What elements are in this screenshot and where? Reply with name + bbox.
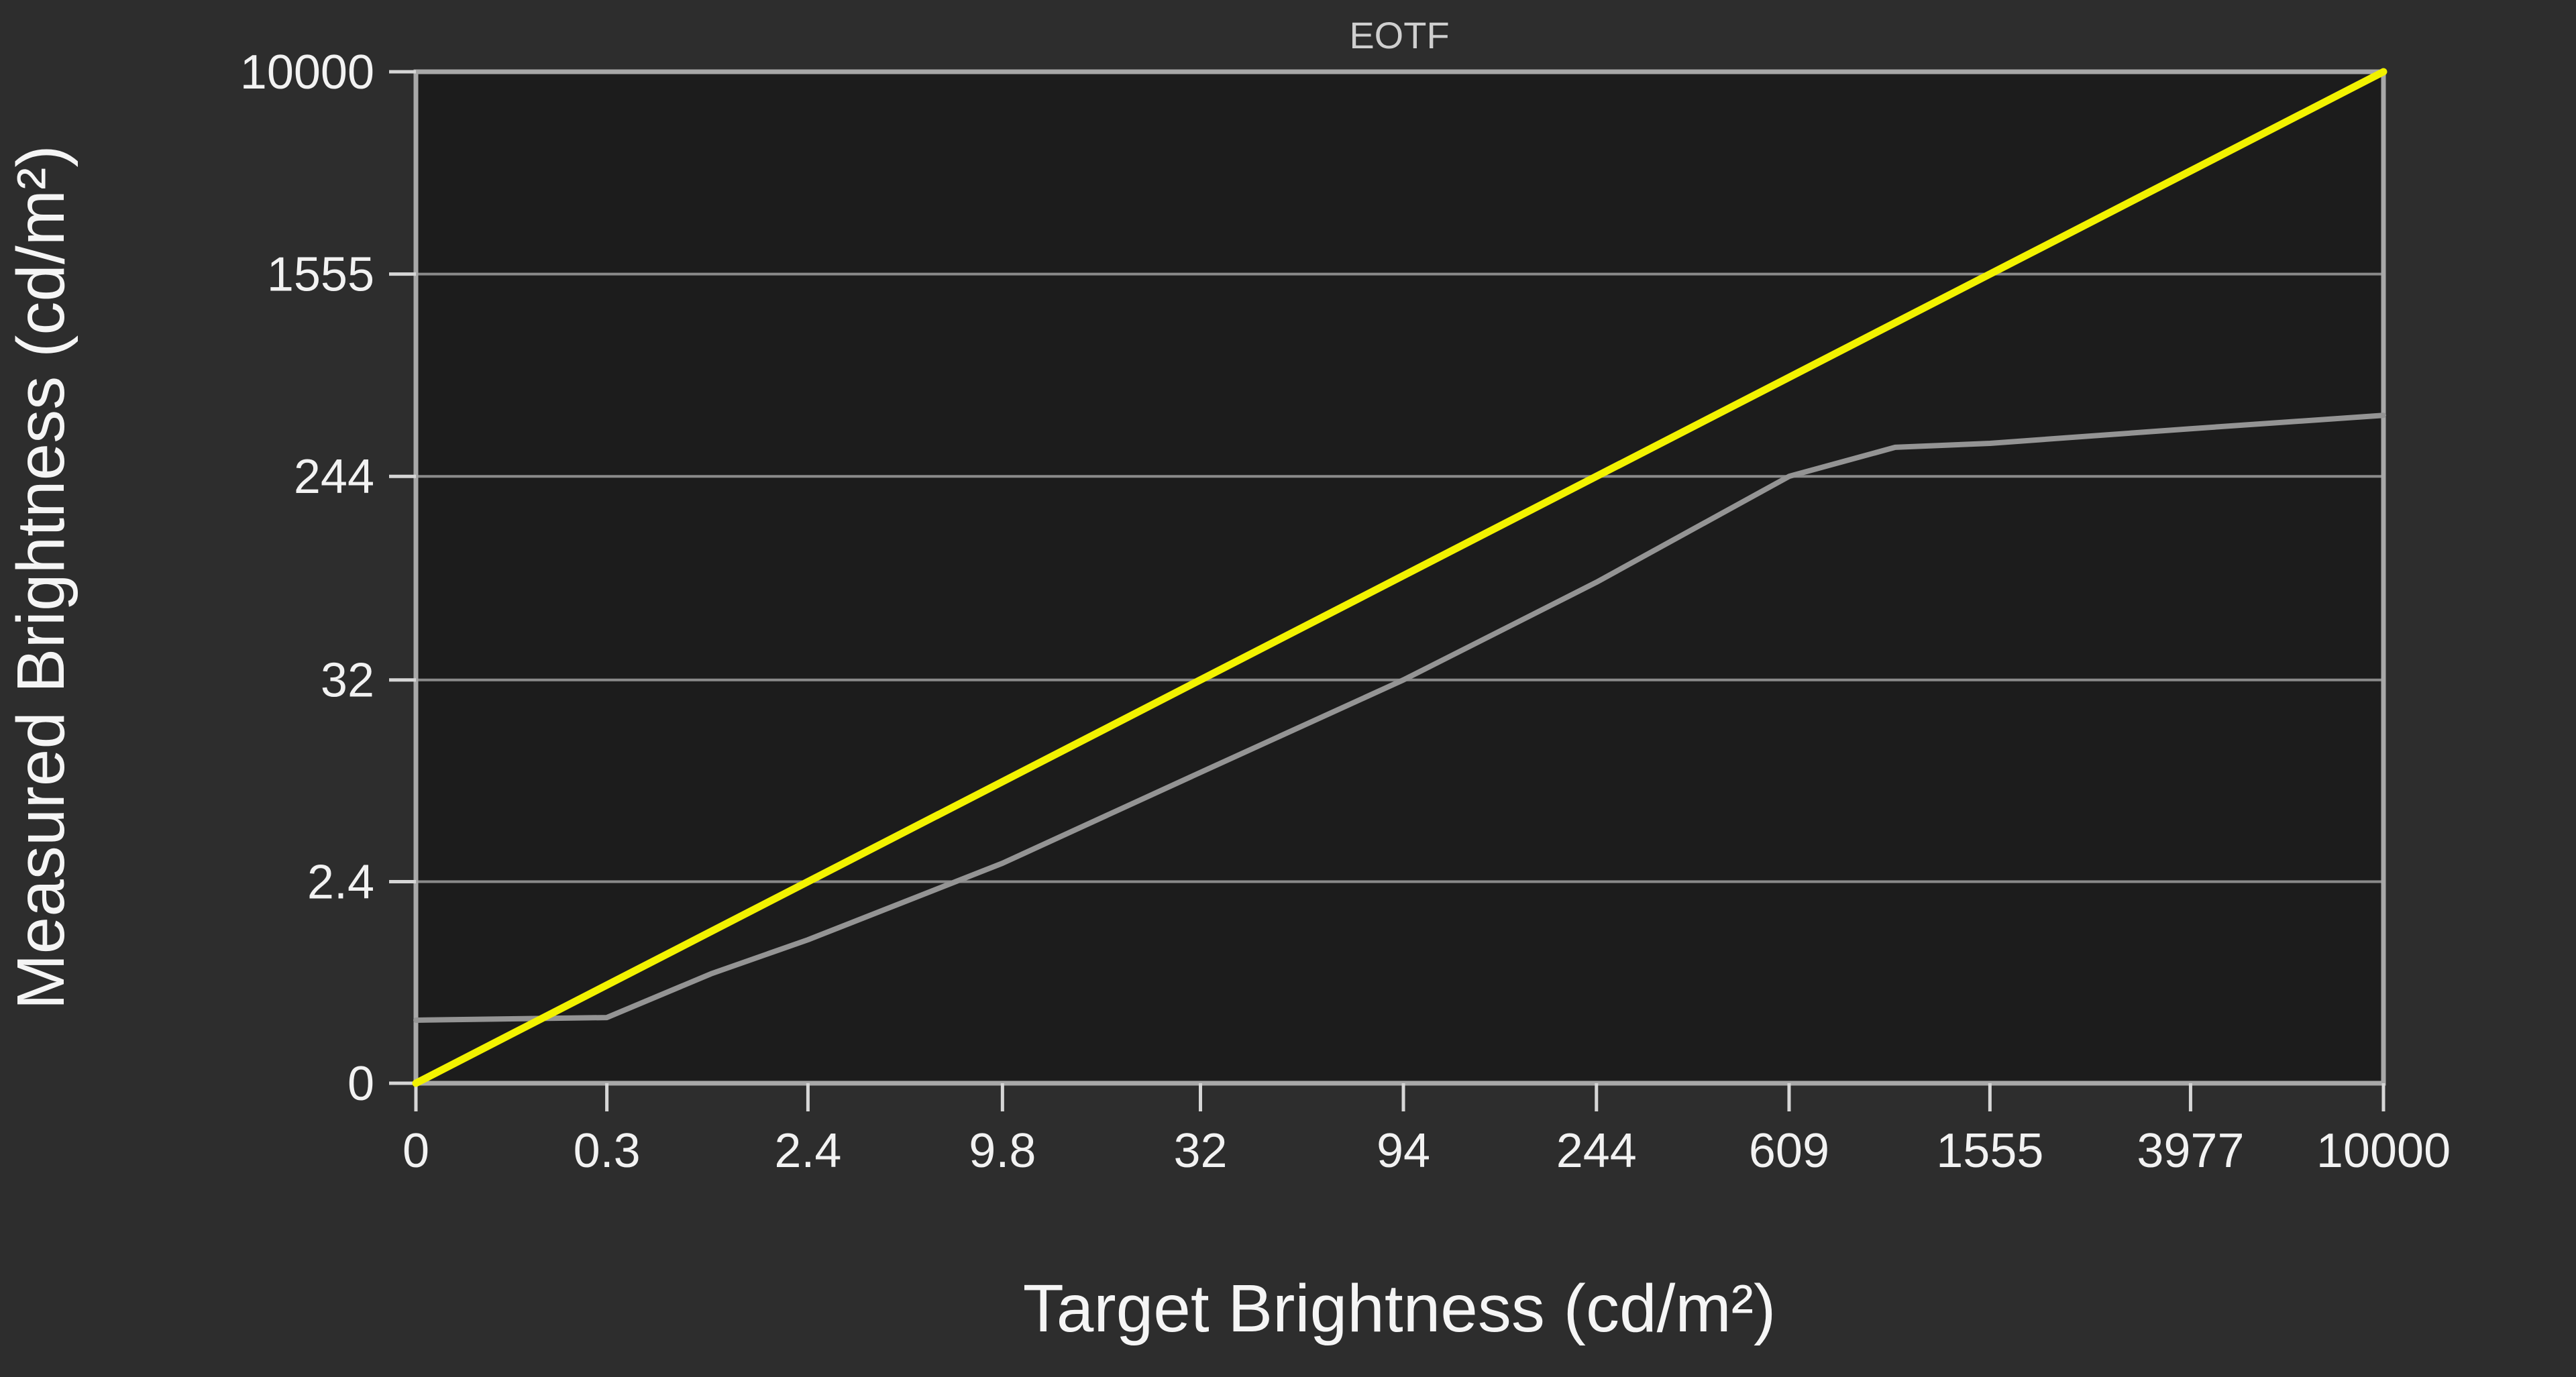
y-axis-title: Measured Brightness (cd/m²)	[3, 145, 78, 1009]
series-layer	[412, 68, 2387, 1087]
y-tick-label: 244	[294, 450, 374, 504]
tick-layer	[389, 70, 2385, 1111]
measured-line-series	[413, 412, 2386, 1023]
tick-label-layer: 0 2.4 32 244 1555 10000 0 0.3 2.4 9.8 32 94 244 609 15…	[240, 46, 2451, 1178]
y-tick-label: 32	[321, 654, 374, 708]
x-tick-label: 1555	[1936, 1124, 2043, 1178]
x-tick-label: 0	[402, 1124, 429, 1178]
x-tick-label: 94	[1377, 1124, 1430, 1178]
axis-frame	[413, 69, 2386, 1086]
x-tick-label: 10000	[2316, 1124, 2451, 1178]
y-tick-label: 0	[347, 1057, 374, 1111]
y-tick-label: 1555	[267, 248, 374, 302]
y-tick-label: 10000	[240, 46, 374, 99]
reference-line-series	[412, 68, 2387, 1087]
y-tick-label: 2.4	[307, 856, 374, 910]
chart-title: EOTF	[1349, 14, 1449, 56]
x-tick-label: 2.4	[774, 1124, 841, 1178]
x-tick-label: 609	[1749, 1124, 1829, 1178]
axis-frame-layer	[413, 69, 2386, 1086]
x-axis-title: Target Brightness (cd/m²)	[1023, 1271, 1776, 1346]
x-tick-label: 32	[1173, 1124, 1227, 1178]
x-tick-label: 3977	[2137, 1124, 2244, 1178]
x-tick-label: 9.8	[969, 1124, 1036, 1178]
gridline-layer	[416, 272, 2383, 883]
x-tick-label: 244	[1556, 1124, 1637, 1178]
x-tick-label: 0.3	[574, 1124, 641, 1178]
